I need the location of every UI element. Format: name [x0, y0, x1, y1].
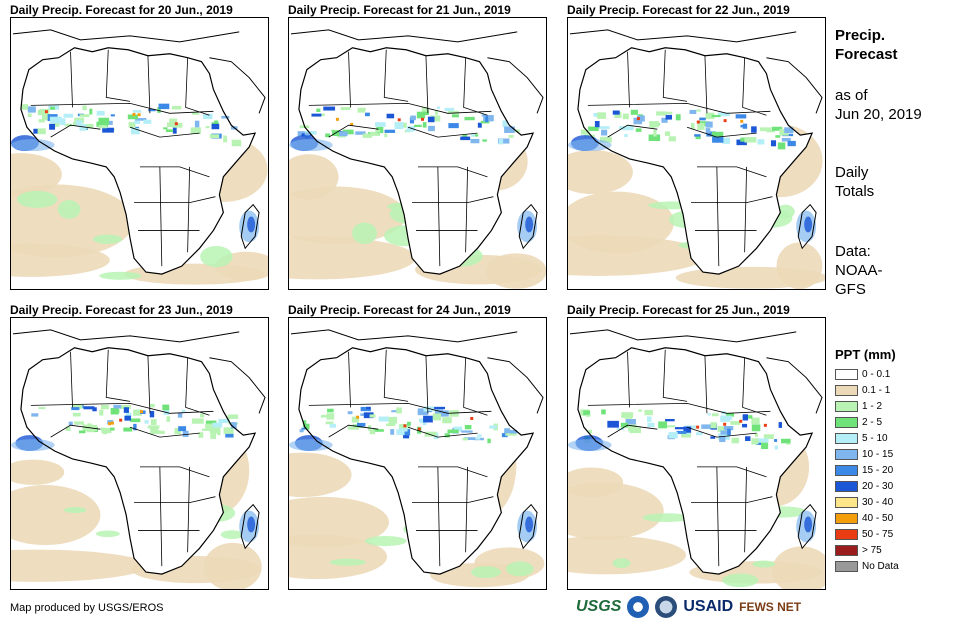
precip-map: [288, 17, 547, 290]
legend-swatch: [835, 432, 858, 444]
precip-map: [10, 317, 269, 590]
panel-title: Daily Precip. Forecast for 21 Jun., 2019: [288, 3, 511, 17]
legend-item: > 75: [835, 542, 899, 558]
legend-label: 10 - 15: [862, 448, 894, 460]
legend-label: 30 - 40: [862, 496, 894, 508]
africa-map: [568, 29, 825, 289]
legend-swatch: [835, 464, 858, 476]
panel-title: Daily Precip. Forecast for 23 Jun., 2019: [10, 303, 233, 317]
africa-map: [289, 329, 545, 588]
legend-label: No Data: [862, 560, 899, 572]
legend-swatch: [835, 512, 858, 524]
panel-title: Daily Precip. Forecast for 24 Jun., 2019: [288, 303, 511, 317]
usaid-logo: USAID: [683, 598, 734, 615]
legend-swatch: [835, 368, 858, 380]
legend-swatch: [835, 560, 858, 572]
logo-strip: USGS USAID FEWS NET: [576, 594, 801, 620]
legend-item: 20 - 30: [835, 478, 899, 494]
legend-item: 0 - 0.1: [835, 366, 899, 382]
legend-label: 40 - 50: [862, 512, 894, 524]
legend-label: > 75: [862, 544, 882, 556]
legend-item: 40 - 50: [835, 510, 899, 526]
as-of-date: as of Jun 20, 2019: [835, 87, 922, 123]
legend-label: 15 - 20: [862, 464, 894, 476]
legend-item: 1 - 2: [835, 398, 899, 414]
legend-item: 10 - 15: [835, 446, 899, 462]
daily-totals-label: Daily Totals: [835, 164, 875, 200]
africa-map: [289, 29, 546, 289]
legend-item: 0.1 - 1: [835, 382, 899, 398]
legend-label: 0 - 0.1: [862, 368, 891, 380]
noaa-logo: [627, 596, 650, 618]
legend-label: 0.1 - 1: [862, 384, 891, 396]
legend-item: 15 - 20: [835, 462, 899, 478]
credit-text: Map produced by USGS/EROS: [10, 602, 164, 614]
precip-map: [10, 17, 269, 290]
legend-label: 20 - 30: [862, 480, 894, 492]
legend-label: 5 - 10: [862, 432, 888, 444]
legend-swatch: [835, 416, 858, 428]
legend-label: 2 - 5: [862, 416, 883, 428]
panel-title: Daily Precip. Forecast for 20 Jun., 2019: [10, 3, 233, 17]
legend-item: 5 - 10: [835, 430, 899, 446]
africa-map: [11, 29, 268, 285]
precip-map: [567, 17, 826, 290]
legend-item: 2 - 5: [835, 414, 899, 430]
usgs-logo: USGS: [576, 598, 622, 615]
doi-seal-icon: [655, 596, 678, 618]
legend: 0 - 0.1 0.1 - 1 1 - 2 2 - 5 5 - 10 10 - 15 15 …: [835, 366, 899, 574]
legend-swatch: [835, 528, 858, 540]
precip-map: [288, 317, 547, 590]
fews-net-logo: FEWS NET: [739, 600, 802, 614]
legend-item: 50 - 75: [835, 526, 899, 542]
panel-title: Daily Precip. Forecast for 25 Jun., 2019: [567, 303, 790, 317]
africa-map: [11, 329, 266, 589]
precip-map: [567, 317, 826, 590]
legend-label: 1 - 2: [862, 400, 883, 412]
legend-title: PPT (mm): [835, 347, 896, 362]
legend-swatch: [835, 496, 858, 508]
panel-title: Daily Precip. Forecast for 22 Jun., 2019: [567, 3, 790, 17]
legend-item: 30 - 40: [835, 494, 899, 510]
legend-swatch: [835, 448, 858, 460]
data-source: Data: NOAA- GFS: [835, 243, 883, 298]
legend-swatch: [835, 480, 858, 492]
africa-map: [568, 329, 825, 589]
legend-label: 50 - 75: [862, 528, 894, 540]
legend-swatch: [835, 400, 858, 412]
legend-swatch: [835, 384, 858, 396]
sidebar-title: Precip. Forecast: [835, 27, 898, 63]
legend-item: No Data: [835, 558, 899, 574]
legend-swatch: [835, 544, 858, 556]
